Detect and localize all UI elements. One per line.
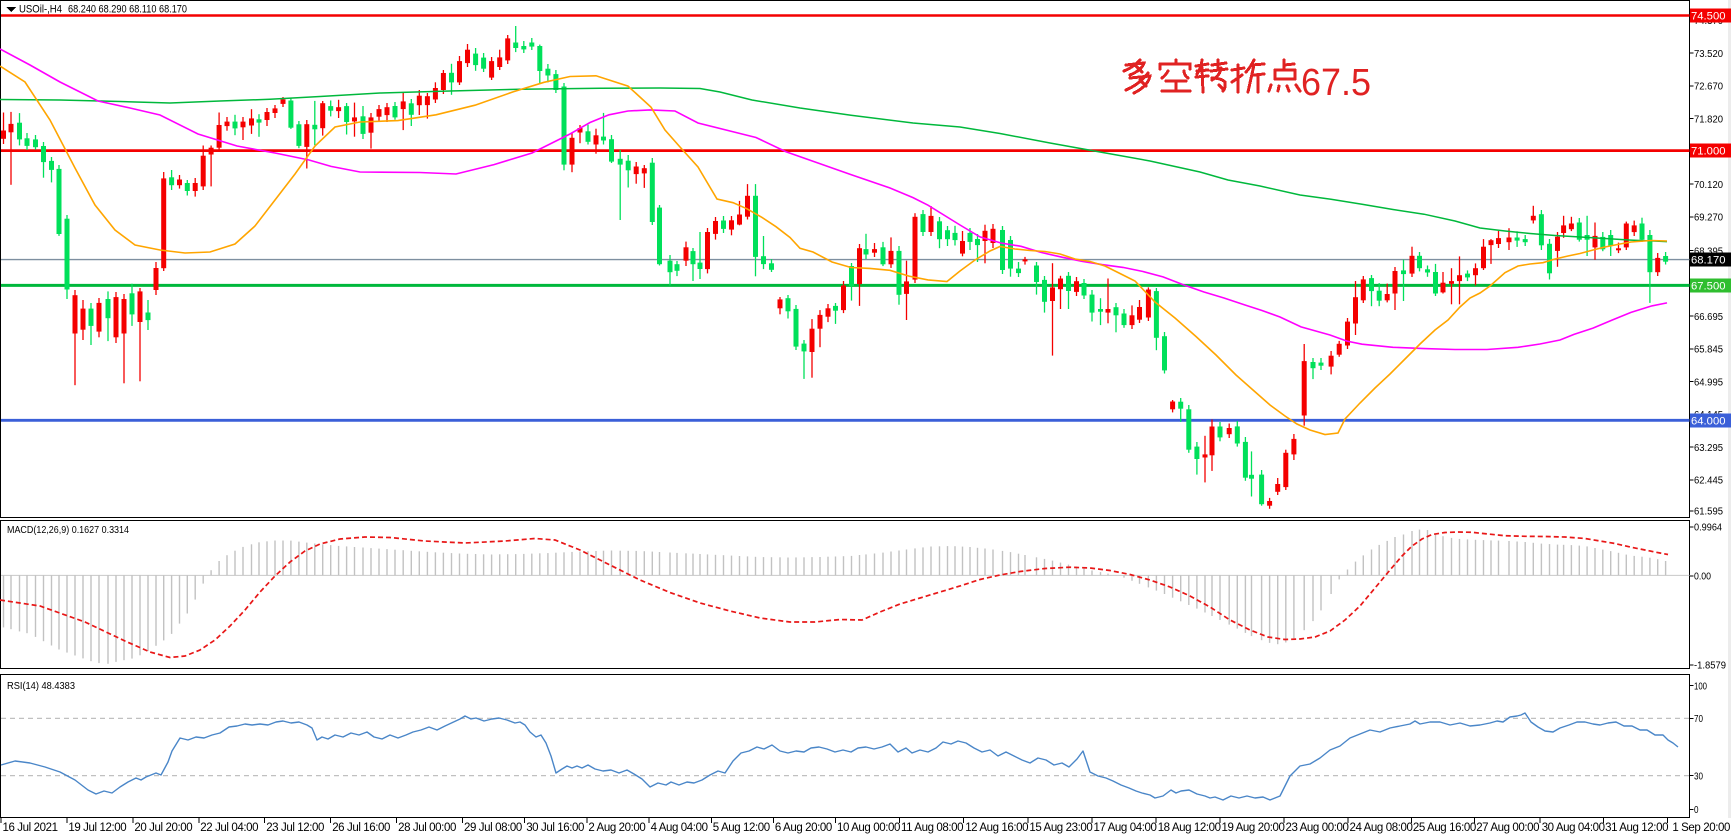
svg-text:28 Jul 00:00: 28 Jul 00:00: [398, 822, 456, 834]
svg-text:64.995: 64.995: [1694, 377, 1723, 388]
svg-text:67.5: 67.5: [1301, 62, 1371, 104]
svg-text:73.520: 73.520: [1694, 49, 1723, 60]
svg-text:25 Aug 16:00: 25 Aug 16:00: [1413, 822, 1476, 834]
svg-text:71.000: 71.000: [1691, 146, 1726, 158]
svg-text:30 Jul 16:00: 30 Jul 16:00: [526, 822, 584, 834]
svg-text:18 Aug 12:00: 18 Aug 12:00: [1158, 822, 1221, 834]
svg-text:5 Aug 12:00: 5 Aug 12:00: [713, 822, 770, 834]
svg-text:65.845: 65.845: [1694, 345, 1723, 356]
svg-text:63.295: 63.295: [1694, 443, 1723, 454]
svg-text:6 Aug 20:00: 6 Aug 20:00: [775, 822, 832, 834]
svg-text:31 Aug 12:00: 31 Aug 12:00: [1605, 822, 1668, 834]
svg-text:MACD(12,26,9) 0.1627 0.3314: MACD(12,26,9) 0.1627 0.3314: [7, 524, 129, 536]
svg-text:20 Jul 20:00: 20 Jul 20:00: [134, 822, 192, 834]
svg-text:100: 100: [1694, 681, 1707, 692]
svg-text:-1.8579: -1.8579: [1694, 661, 1726, 672]
svg-text:0.9964: 0.9964: [1694, 523, 1722, 534]
svg-text:0.00: 0.00: [1694, 572, 1711, 583]
svg-text:29 Jul 08:00: 29 Jul 08:00: [464, 822, 522, 834]
svg-text:70: 70: [1694, 714, 1703, 725]
svg-text:11 Aug 08:00: 11 Aug 08:00: [901, 822, 963, 834]
svg-text:17 Aug 04:00: 17 Aug 04:00: [1094, 822, 1157, 834]
svg-text:26 Jul 16:00: 26 Jul 16:00: [332, 822, 390, 834]
svg-text:23 Jul 12:00: 23 Jul 12:00: [266, 822, 324, 834]
svg-text:16 Jul 2021: 16 Jul 2021: [3, 822, 58, 834]
svg-text:4 Aug 04:00: 4 Aug 04:00: [651, 822, 708, 834]
svg-text:RSI(14) 48.4383: RSI(14) 48.4383: [7, 680, 75, 692]
svg-text:70.120: 70.120: [1694, 180, 1723, 191]
svg-text:23 Aug 00:00: 23 Aug 00:00: [1286, 822, 1349, 834]
svg-text:10 Aug 00:00: 10 Aug 00:00: [837, 822, 900, 834]
svg-text:69.270: 69.270: [1694, 213, 1723, 224]
svg-text:61.595: 61.595: [1694, 507, 1723, 518]
svg-text:66.695: 66.695: [1694, 312, 1723, 323]
svg-text:19 Aug 20:00: 19 Aug 20:00: [1222, 822, 1285, 834]
svg-text:1 Sep 20:00: 1 Sep 20:00: [1672, 822, 1730, 834]
svg-text:62.445: 62.445: [1694, 476, 1723, 487]
svg-text:71.820: 71.820: [1694, 114, 1723, 125]
svg-text:22 Jul 04:00: 22 Jul 04:00: [200, 822, 258, 834]
svg-text:0: 0: [1694, 805, 1699, 816]
svg-text:68.170: 68.170: [1691, 254, 1726, 266]
svg-text:72.670: 72.670: [1694, 82, 1723, 93]
svg-text:30: 30: [1694, 771, 1703, 782]
svg-text:19 Jul 12:00: 19 Jul 12:00: [68, 822, 126, 834]
svg-text:12 Aug 16:00: 12 Aug 16:00: [965, 822, 1028, 834]
svg-text:27 Aug 00:00: 27 Aug 00:00: [1476, 822, 1539, 834]
svg-text:64.000: 64.000: [1691, 415, 1726, 427]
svg-text:USOil-,H4: USOil-,H4: [19, 4, 62, 16]
svg-text:24 Aug 08:00: 24 Aug 08:00: [1350, 822, 1413, 834]
svg-text:67.500: 67.500: [1691, 280, 1726, 292]
svg-text:74.500: 74.500: [1691, 11, 1726, 23]
svg-text:2 Aug 20:00: 2 Aug 20:00: [588, 822, 645, 834]
svg-text:15 Aug 23:00: 15 Aug 23:00: [1029, 822, 1092, 834]
svg-text:68.240 68.290 68.110 68.170: 68.240 68.290 68.110 68.170: [68, 4, 187, 16]
svg-text:68.395: 68.395: [1694, 246, 1723, 257]
svg-text:30 Aug 04:00: 30 Aug 04:00: [1542, 822, 1605, 834]
